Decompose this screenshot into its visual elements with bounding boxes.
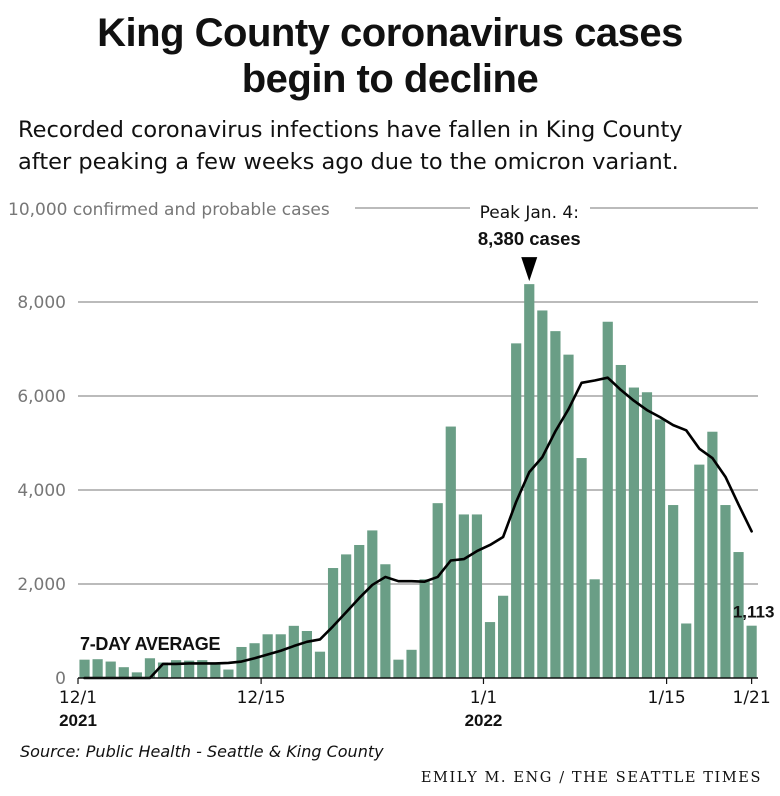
bar xyxy=(197,660,208,678)
annotations: Peak Jan. 4: 8,380 cases 1,113 xyxy=(478,203,775,622)
x-tick-label: 1/15 xyxy=(648,688,686,708)
bar xyxy=(105,661,116,678)
y-tick-label: 0 xyxy=(55,669,66,689)
y-tick-label: 6,000 xyxy=(17,387,66,407)
bar xyxy=(301,631,312,678)
bar xyxy=(275,634,286,678)
bar xyxy=(668,505,679,678)
bar xyxy=(341,554,352,678)
bar-series xyxy=(79,284,757,678)
bar xyxy=(327,568,339,678)
bar xyxy=(184,660,195,678)
bar xyxy=(681,623,692,678)
bar xyxy=(628,387,639,678)
bar xyxy=(367,530,378,678)
average-line-group: 7-DAY AVERAGE xyxy=(80,376,753,680)
bar xyxy=(393,659,404,678)
y-tick-label: 2,000 xyxy=(17,575,66,595)
bar xyxy=(641,392,653,678)
y-tick-label: 10,000 confirmed and probable cases xyxy=(8,200,330,220)
bar xyxy=(511,343,522,678)
bar xyxy=(589,579,600,678)
x-tick-label: 1/21 xyxy=(733,688,771,708)
bar xyxy=(445,426,456,678)
chart-title-line-2: begin to decline xyxy=(241,57,539,101)
last-value-label: 1,113 xyxy=(733,603,775,622)
bar xyxy=(602,321,613,678)
x-tick-label: 1/1 xyxy=(470,688,497,708)
bar xyxy=(210,662,221,678)
bar xyxy=(223,669,234,678)
bar xyxy=(720,505,731,678)
chart-title-line-1: King County coronavirus cases xyxy=(97,11,683,55)
bar xyxy=(92,659,103,678)
bar xyxy=(563,354,574,678)
credit-line: EMILY M. ENG / THE SEATTLE TIMES xyxy=(420,770,762,786)
chart-subtitle-line-1: Recorded coronavirus infections have fal… xyxy=(18,117,683,143)
bar xyxy=(380,564,391,678)
chart-subtitle: Recorded coronavirus infections have fal… xyxy=(18,114,768,178)
bar xyxy=(144,658,156,678)
chart-subtitle-line-2: after peaking a few weeks ago due to the… xyxy=(18,149,679,175)
bar xyxy=(157,662,169,678)
bar xyxy=(484,622,496,678)
bar xyxy=(288,625,299,678)
chart-title: King County coronavirus cases begin to d… xyxy=(0,10,780,102)
bar xyxy=(694,464,705,678)
bar xyxy=(314,651,326,678)
bar xyxy=(131,672,142,678)
series-label-average: 7-DAY AVERAGE xyxy=(80,634,220,654)
average-line xyxy=(83,376,753,680)
x-year-label: 2021 xyxy=(59,711,97,730)
bar xyxy=(733,552,744,678)
bar xyxy=(654,419,666,678)
x-year-label: 2022 xyxy=(465,711,503,730)
x-tick-label: 12/15 xyxy=(237,688,286,708)
bar xyxy=(458,514,469,678)
bar xyxy=(406,649,417,678)
bar xyxy=(79,659,90,678)
peak-arrow xyxy=(521,257,538,282)
bar xyxy=(615,364,626,678)
axes: 0 2,000 4,000 6,000 8,000 10,000 confirmed an… xyxy=(8,200,771,730)
source-note: Source: Public Health - Seattle & King C… xyxy=(20,742,384,761)
bar xyxy=(498,595,509,678)
bar xyxy=(419,579,430,678)
bar xyxy=(707,431,718,678)
bar xyxy=(432,503,443,678)
bar xyxy=(550,331,561,678)
bar xyxy=(576,458,587,678)
y-tick-label: 4,000 xyxy=(17,481,66,501)
bar xyxy=(118,667,129,678)
bar xyxy=(537,310,548,678)
peak-annotation-line-2: 8,380 cases xyxy=(478,228,581,249)
bar xyxy=(746,625,757,678)
bar xyxy=(262,634,273,678)
peak-annotation-line-1: Peak Jan. 4: xyxy=(480,203,579,223)
bar xyxy=(354,544,365,678)
bar xyxy=(471,514,483,678)
bar xyxy=(249,643,260,678)
bar xyxy=(171,660,182,678)
x-tick-label: 12/1 xyxy=(59,688,97,708)
bar xyxy=(524,284,535,678)
y-tick-label: 8,000 xyxy=(17,293,66,313)
